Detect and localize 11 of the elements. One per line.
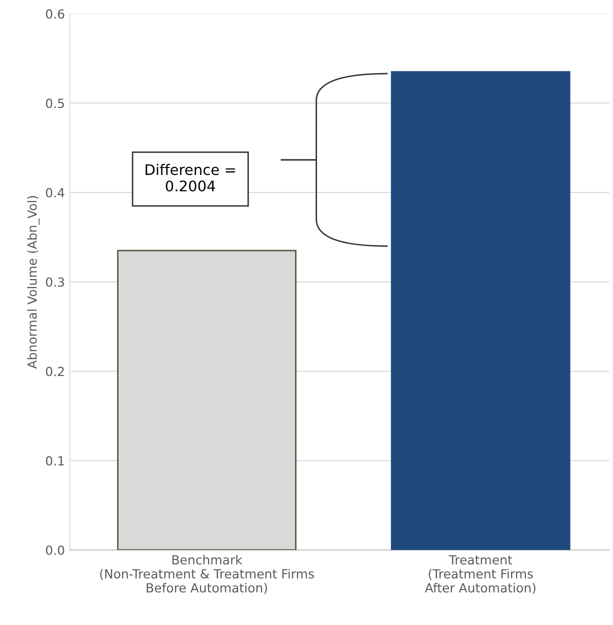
y-tick-label: 0.4 <box>46 188 64 198</box>
annotation: Difference = 0.2004 <box>146 164 235 192</box>
x-tick-label: Benchmark (Non-Treatment & Treatment Firms Before Automation) <box>100 554 314 594</box>
y-axis-title: Abnormal Volume (Abn_Vol) <box>27 196 40 369</box>
x-tick-label: Treatment (Treatment Firms After Automation) <box>424 555 536 594</box>
y-tick-label: 0.1 <box>46 456 64 466</box>
y-tick-label: 0.2 <box>46 366 64 376</box>
y-tick-label: 0.6 <box>46 9 64 19</box>
y-tick-label: 0.0 <box>46 545 64 555</box>
y-tick-label: 0.5 <box>46 98 64 108</box>
y-tick-label: 0.3 <box>46 277 64 287</box>
